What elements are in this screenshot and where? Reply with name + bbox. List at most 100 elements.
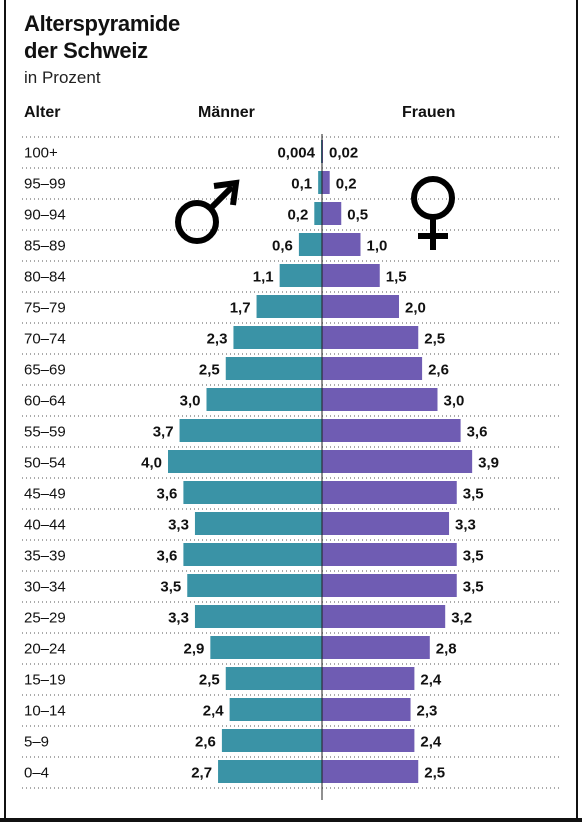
age-label: 90–94 [24, 207, 66, 224]
men-bar [179, 419, 322, 442]
chart-subtitle: in Prozent [24, 68, 101, 87]
women-value-label: 1,5 [386, 269, 407, 286]
age-label: 100+ [24, 145, 58, 162]
age-label: 45–49 [24, 486, 66, 503]
women-value-label: 3,9 [478, 455, 499, 472]
age-label: 50–54 [24, 455, 66, 472]
men-bar [256, 295, 322, 318]
men-bar [210, 636, 322, 659]
men-bar [318, 171, 322, 194]
men-value-label: 1,1 [253, 269, 274, 286]
age-label: 75–79 [24, 300, 66, 317]
men-value-label: 3,5 [160, 579, 181, 596]
men-bar [187, 574, 322, 597]
age-label: 30–34 [24, 579, 66, 596]
age-label: 70–74 [24, 331, 66, 348]
men-value-label: 2,6 [195, 734, 216, 751]
age-label: 40–44 [24, 517, 66, 534]
women-bar [322, 512, 450, 535]
women-value-label: 2,0 [405, 300, 426, 317]
age-label: 15–19 [24, 672, 66, 689]
men-bar [218, 760, 322, 783]
women-value-label: 0,2 [336, 176, 357, 193]
chart-title-line-1: Alterspyramide [24, 11, 180, 36]
chart-title-line-2: der Schweiz [24, 38, 148, 63]
male-symbol-icon [175, 179, 240, 244]
frame-left-border [4, 0, 6, 818]
women-bar [322, 667, 415, 690]
women-value-label: 0,02 [329, 145, 358, 162]
women-bar [322, 388, 438, 411]
women-value-label: 3,5 [463, 486, 484, 503]
women-value-label: 2,3 [417, 703, 438, 720]
men-value-label: 2,9 [183, 641, 204, 658]
men-bar [298, 233, 322, 256]
women-value-label: 0,5 [347, 207, 368, 224]
men-value-label: 2,5 [199, 362, 220, 379]
women-value-label: 3,2 [451, 610, 472, 627]
women-bar [322, 202, 342, 225]
women-value-label: 2,5 [424, 331, 445, 348]
men-value-label: 0,6 [272, 238, 293, 255]
age-label: 20–24 [24, 641, 66, 658]
men-bar [194, 512, 322, 535]
women-value-label: 2,4 [420, 672, 442, 689]
men-value-label: 3,3 [168, 517, 189, 534]
age-label: 10–14 [24, 703, 66, 720]
age-label: 35–39 [24, 548, 66, 565]
men-bar [225, 667, 322, 690]
age-label: 60–64 [24, 393, 66, 410]
women-value-label: 3,6 [467, 424, 488, 441]
women-value-label: 1,0 [367, 238, 388, 255]
women-column-header: Frauen [402, 104, 456, 121]
men-value-label: 3,6 [157, 486, 178, 503]
age-label: 80–84 [24, 269, 66, 286]
frame-bottom-border [0, 818, 582, 822]
women-bar [322, 171, 330, 194]
women-value-label: 3,5 [463, 548, 484, 565]
men-bar [206, 388, 322, 411]
women-value-label: 2,4 [420, 734, 442, 751]
women-bar [322, 605, 446, 628]
women-bar [322, 295, 399, 318]
men-value-label: 2,4 [203, 703, 225, 720]
women-value-label: 3,0 [444, 393, 465, 410]
age-label: 85–89 [24, 238, 66, 255]
age-column-header: Alter [24, 104, 61, 121]
women-bar [322, 636, 430, 659]
frame-right-border [576, 0, 578, 818]
men-bar [279, 264, 322, 287]
women-value-label: 3,3 [455, 517, 476, 534]
men-value-label: 2,5 [199, 672, 220, 689]
women-bar [322, 760, 419, 783]
men-value-label: 0,004 [277, 145, 315, 162]
men-bar [194, 605, 322, 628]
men-bar [314, 202, 322, 225]
women-bar [322, 450, 473, 473]
female-symbol-icon [411, 176, 455, 250]
women-bar [322, 481, 457, 504]
women-value-label: 2,5 [424, 765, 445, 782]
women-value-label: 2,8 [436, 641, 457, 658]
men-bar [221, 729, 322, 752]
men-bar [233, 326, 322, 349]
men-bar [168, 450, 322, 473]
age-label: 55–59 [24, 424, 66, 441]
women-bar [322, 326, 419, 349]
men-value-label: 3,6 [157, 548, 178, 565]
age-label: 65–69 [24, 362, 66, 379]
women-bar [322, 543, 457, 566]
women-bar [322, 698, 411, 721]
women-bar [322, 357, 423, 380]
age-label: 25–29 [24, 610, 66, 627]
age-label: 5–9 [24, 734, 49, 751]
age-label: 95–99 [24, 176, 66, 193]
men-bar [229, 698, 322, 721]
men-value-label: 3,0 [180, 393, 201, 410]
men-value-label: 2,3 [207, 331, 228, 348]
men-value-label: 1,7 [230, 300, 251, 317]
men-bar [183, 481, 322, 504]
men-value-label: 3,3 [168, 610, 189, 627]
men-value-label: 3,7 [153, 424, 174, 441]
